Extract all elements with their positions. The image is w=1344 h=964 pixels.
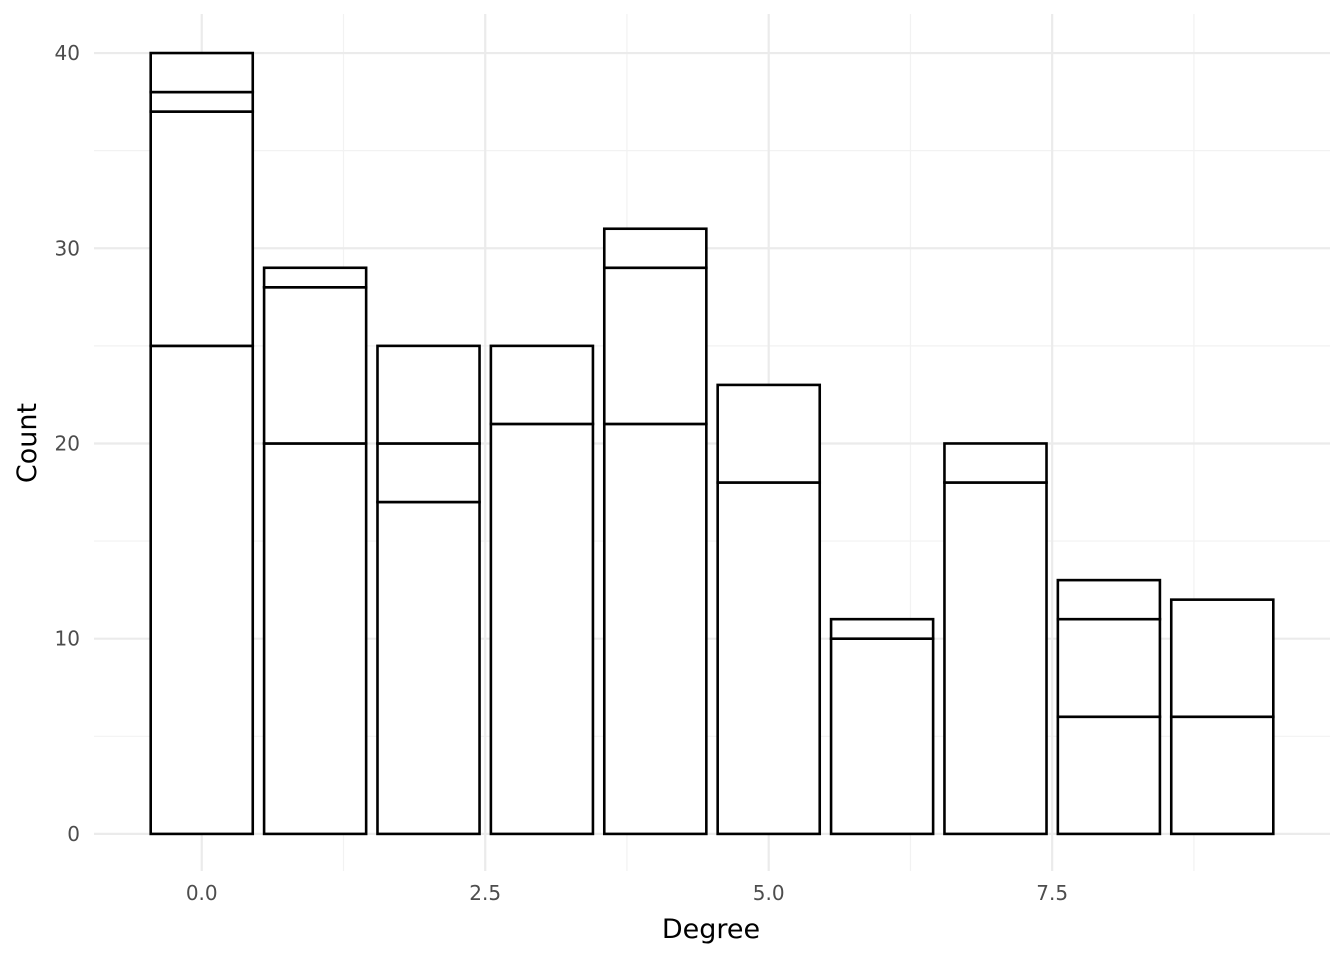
bar-segment-9-0 <box>1169 715 1275 836</box>
bar-segment-8-0 <box>1056 715 1162 836</box>
bar-segment-8-1 <box>1056 617 1162 719</box>
bar-segment-8-2 <box>1056 578 1162 621</box>
bar-segment-0-1 <box>149 110 255 348</box>
y-axis-title: Count <box>12 403 43 483</box>
x-tick-label: 7.5 <box>1036 881 1068 905</box>
y-tick-label: 30 <box>55 236 80 260</box>
bar-segment-4-1 <box>602 266 708 426</box>
y-tick-label: 40 <box>55 41 80 65</box>
bar-segment-0-0 <box>149 344 255 836</box>
bar-segment-2-2 <box>376 344 481 445</box>
bar-segment-2-1 <box>376 442 481 504</box>
bar-segment-7-0 <box>943 481 1048 836</box>
y-tick-label: 20 <box>55 431 80 455</box>
x-tick-label: 5.0 <box>753 881 785 905</box>
bar-segment-5-1 <box>716 383 822 484</box>
bar-segment-1-2 <box>262 266 368 289</box>
y-tick-label: 0 <box>67 822 80 846</box>
bar-segment-2-0 <box>376 500 481 836</box>
bar-segment-3-0 <box>489 422 595 836</box>
bar-segment-6-0 <box>829 637 935 836</box>
bar-segment-1-1 <box>262 286 368 445</box>
bar-segment-1-0 <box>262 442 368 836</box>
bar-segment-0-3 <box>149 51 255 94</box>
bar-segment-7-1 <box>943 442 1048 484</box>
bar-segment-5-0 <box>716 481 822 836</box>
bars <box>149 51 1275 836</box>
x-tick-label: 2.5 <box>469 881 501 905</box>
bar-segment-9-1 <box>1169 598 1275 719</box>
bar-segment-4-2 <box>602 227 708 270</box>
x-tick-label: 0.0 <box>186 881 218 905</box>
bar-segment-3-1 <box>489 344 595 426</box>
x-axis-title: Degree <box>662 914 760 945</box>
bar-segment-6-1 <box>829 617 935 640</box>
bar-segment-0-2 <box>149 90 255 113</box>
tick-labels: 0 10 20 30 40 0.0 2.5 5.0 7.5 <box>55 41 1069 905</box>
y-tick-label: 10 <box>55 627 80 651</box>
bar-segment-4-0 <box>602 422 708 836</box>
